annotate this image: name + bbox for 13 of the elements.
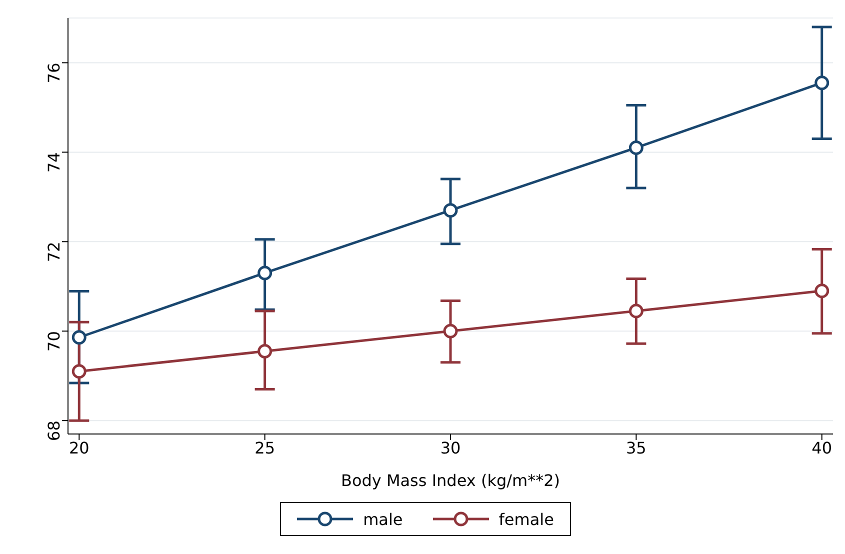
y-tick-label: 70 bbox=[44, 331, 64, 352]
y-tick-label: 68 bbox=[44, 420, 64, 441]
x-tick-label: 35 bbox=[626, 438, 646, 458]
x-tick-label: 30 bbox=[440, 438, 461, 458]
x-tick-label: 20 bbox=[68, 438, 90, 458]
x-axis-title: Body Mass Index (kg/m**2) bbox=[340, 471, 560, 490]
legend-label: female bbox=[498, 510, 554, 528]
y-tick-label: 76 bbox=[44, 62, 64, 84]
x-tick-label: 40 bbox=[812, 438, 832, 458]
x-tick-label: 25 bbox=[254, 438, 275, 458]
y-tick-label: 74 bbox=[44, 152, 64, 173]
legend-label: male bbox=[363, 510, 403, 528]
y-tick-label: 72 bbox=[44, 242, 64, 262]
